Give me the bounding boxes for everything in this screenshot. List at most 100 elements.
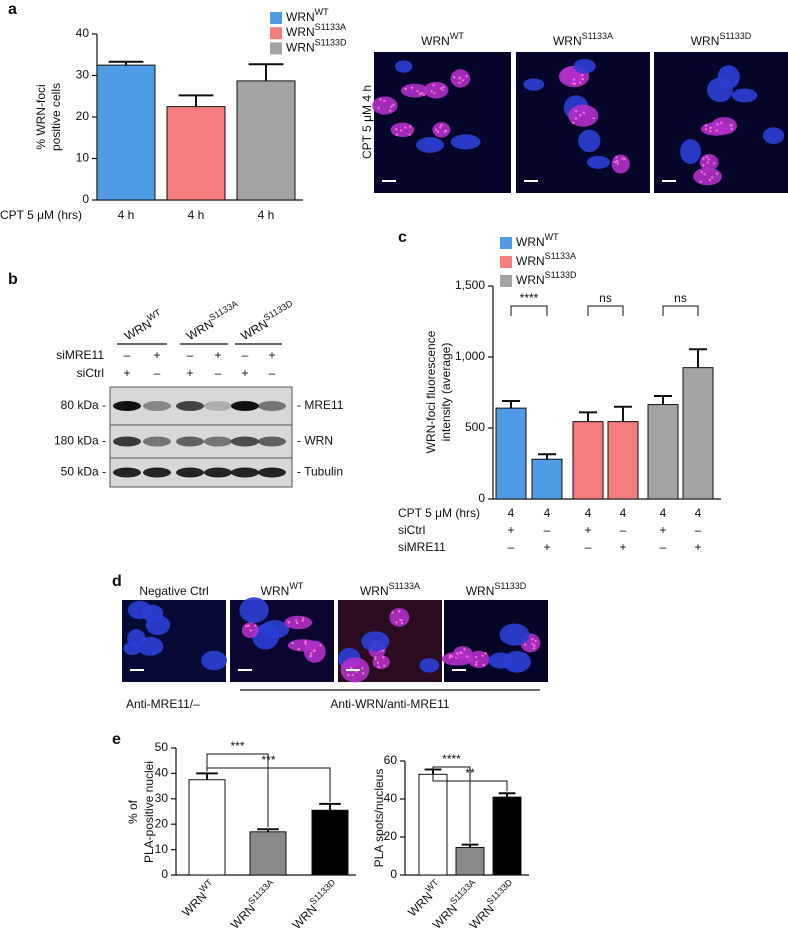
error-bar [579, 411, 597, 422]
y-tick-label: 40 [384, 791, 398, 805]
focus [416, 89, 419, 93]
y-axis-label: WRN-foci fluorescence [424, 330, 438, 453]
y-tick-label: 20 [155, 816, 169, 830]
sig-bracket [206, 767, 331, 802]
row-label: siCtrl [398, 523, 425, 537]
nucleus [127, 600, 152, 620]
nucleus [389, 608, 410, 627]
text-part: WRN [466, 584, 495, 598]
y-tick-label: 20 [76, 109, 90, 123]
focus [572, 78, 576, 81]
focus [623, 158, 626, 161]
focus [705, 155, 709, 159]
sig-bracket [432, 766, 471, 843]
focus [379, 98, 382, 101]
x-tick-label: WRNWT [177, 877, 219, 919]
sig-label: **** [520, 291, 539, 305]
x-tick-label: 4 [585, 506, 592, 520]
nucleus [711, 117, 737, 135]
sig-bracket [510, 305, 548, 316]
protein: - Tubulin [297, 465, 343, 479]
sign: – [242, 348, 249, 362]
focus [395, 133, 399, 136]
text-part: S1133D [262, 298, 295, 323]
bar [311, 809, 349, 876]
focus [700, 170, 703, 174]
focus [706, 161, 709, 164]
focus [615, 156, 618, 159]
text-part: WRN [286, 25, 315, 39]
focus [720, 121, 723, 124]
panel-label: c [398, 229, 407, 246]
focus [592, 116, 595, 120]
legend-swatch [500, 237, 512, 249]
bar [166, 106, 226, 201]
sign: + [123, 366, 130, 380]
x-tick-label: 4 [695, 506, 702, 520]
text-part: WRN [286, 10, 315, 24]
focus [452, 76, 456, 79]
band [113, 467, 141, 478]
sign: – [620, 523, 627, 537]
y-tick-label: 60 [384, 753, 398, 767]
text-part: WRN [691, 34, 720, 48]
y-axis-label: PLA-positive nuclei [142, 761, 156, 863]
focus [730, 127, 733, 131]
sign: – [187, 348, 194, 362]
bar [682, 367, 714, 500]
focus [621, 157, 624, 160]
sign: – [695, 523, 702, 537]
nucleus [523, 78, 545, 91]
row-label: siMRE11 [56, 348, 104, 362]
legend-swatch [500, 256, 512, 268]
focus [390, 105, 393, 108]
focus [408, 133, 411, 136]
nucleus [372, 655, 391, 670]
focus [400, 618, 403, 622]
focus [377, 106, 380, 110]
focus [418, 92, 422, 96]
panel-label: a [8, 1, 17, 18]
y-tick-label: 0 [161, 867, 168, 881]
y-tick-label: 500 [465, 420, 485, 434]
focus [434, 128, 438, 132]
x-tick-label: 4 h [188, 208, 205, 222]
focus [313, 649, 316, 652]
image-label: Negative Ctrl [139, 584, 208, 598]
sign: + [584, 523, 591, 537]
band [176, 401, 204, 411]
focus [319, 644, 322, 647]
focus [361, 667, 364, 670]
nucleus [416, 137, 444, 153]
sign: – [508, 540, 515, 554]
nucleus [136, 636, 164, 656]
focus [436, 130, 440, 133]
y-tick-label: 1,500 [455, 278, 485, 292]
y-tick-label: 10 [76, 151, 90, 165]
band [258, 436, 286, 447]
group-label: Anti-WRN/anti-MRE11 [330, 697, 449, 711]
nucleus [201, 650, 228, 671]
focus [575, 109, 578, 113]
bar [647, 404, 679, 500]
focus [703, 173, 706, 176]
nucleus [499, 623, 530, 646]
legend-swatch [270, 42, 282, 55]
focus [443, 130, 447, 133]
nucleus [239, 597, 269, 624]
sign: – [660, 540, 667, 554]
text-part: WRN [553, 34, 582, 48]
focus [532, 647, 536, 650]
focus [458, 76, 461, 79]
text-part: S1133A [545, 251, 576, 261]
sign: – [544, 523, 551, 537]
focus [704, 128, 708, 131]
nucleus [372, 96, 398, 115]
focus [309, 652, 313, 655]
focus [729, 123, 732, 127]
focus [450, 655, 454, 658]
y-tick-label: 40 [76, 26, 90, 40]
focus [430, 90, 433, 93]
x-tick-label: 4 [508, 506, 515, 520]
focus [395, 621, 398, 624]
